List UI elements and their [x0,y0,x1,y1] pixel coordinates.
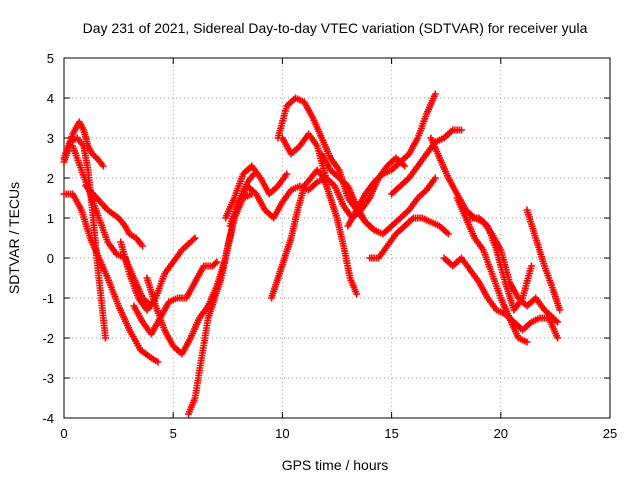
data-point [190,235,198,243]
series-track-l [268,166,361,302]
data-point [99,162,107,170]
data-point [154,358,162,366]
series-track-c [60,190,162,366]
data-point [401,162,409,170]
series-track-u [453,194,531,346]
data-point [102,334,109,342]
series-track-v [466,214,535,314]
y-tick-label: 3 [47,131,54,146]
series-track-q [366,214,452,262]
plot-frame [63,57,611,419]
data-point [431,90,439,98]
data-point [552,317,560,325]
y-tick-label: -3 [42,371,54,386]
y-tick-label: 5 [47,51,54,66]
data-point [191,234,199,242]
y-tick-labels: -4 -3 -2 -1 0 1 2 3 4 5 [42,51,54,426]
y-tick-label: 0 [47,251,54,266]
data-point [527,262,535,270]
x-tick-label: 10 [275,426,289,441]
data-point [556,306,564,314]
series-track-b [60,118,107,170]
data-point [554,334,562,342]
data-marks [60,90,564,418]
y-tick-label: 1 [47,211,54,226]
y-tick-label: -4 [42,411,54,426]
x-tick-label: 20 [494,426,508,441]
series-track-j [222,162,291,222]
series-track-e [82,182,147,250]
data-point [444,230,452,238]
y-tick-label: 4 [47,91,54,106]
y-tick-label: -2 [42,331,54,346]
x-tick-label: 5 [170,426,177,441]
data-point [283,170,291,178]
x-tick-label: 0 [60,426,67,441]
data-point [458,126,465,134]
x-axis-label: GPS time / hours [282,457,389,473]
data-point [139,242,147,250]
data-point [523,338,531,346]
x-tick-labels: 0 5 10 15 20 25 [60,426,617,441]
series-track-f [117,234,199,314]
data-point [213,258,221,266]
series-track-w [523,206,564,314]
data-point [554,318,562,326]
y-tick-label: 2 [47,171,54,186]
y-axis-label: SDTVAR / TECUs [6,182,22,294]
data-point [431,174,439,182]
x-tick-label: 15 [384,426,398,441]
data-point [211,259,219,267]
y-tick-label: -1 [42,291,54,306]
data-point [353,290,361,298]
chart-title: Day 231 of 2021, Sidereal Day-to-day VTE… [83,20,588,36]
series-track-p [344,90,439,230]
x-tick-label: 25 [603,426,617,441]
series-track-o [318,150,439,238]
